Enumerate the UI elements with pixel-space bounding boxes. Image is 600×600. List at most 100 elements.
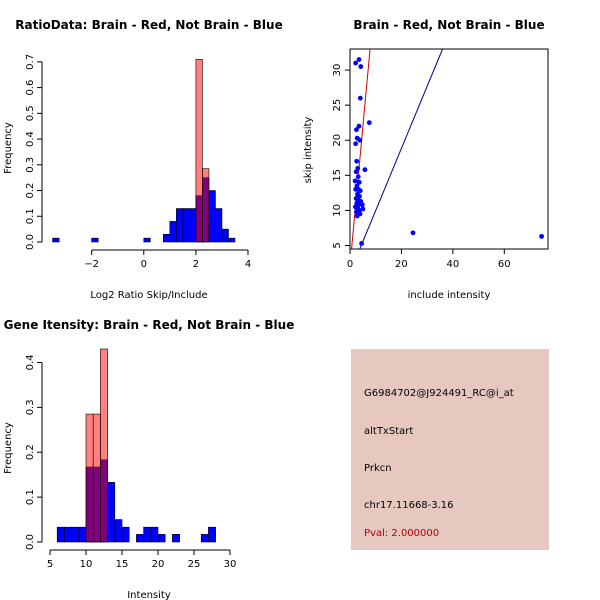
ratio-histogram-ylabel: Frequency <box>3 122 14 174</box>
gene-histogram-xlabel: Intensity <box>127 590 171 600</box>
scatter-fit-line-brain <box>351 49 371 249</box>
gene-histogram-bar-not-brain-13 <box>157 534 166 543</box>
scatter-marks <box>351 49 544 249</box>
gene-histogram-bar-not-brain-8 <box>114 519 123 543</box>
scatter-x-tick-label: 40 <box>446 259 459 270</box>
ratio-histogram-bar-not-brain-3 <box>163 233 171 243</box>
pval-text: Pval: 2.000000 <box>364 528 439 539</box>
scatter-fit-line-not-brain <box>359 49 444 249</box>
scatter-point-35 <box>354 213 360 219</box>
ratio-histogram-x-tick-label: 2 <box>193 259 199 270</box>
gene-histogram-bar-brain-0 <box>85 413 94 543</box>
ratio-histogram-bar-brain-1 <box>202 168 210 243</box>
ratio-histogram-bar-not-brain-0 <box>52 237 60 243</box>
scatter-point-9 <box>353 141 359 147</box>
gene-histogram-ylabel: Frequency <box>3 422 14 474</box>
scatter-x-tick-label: 20 <box>395 259 408 270</box>
scatter-point-4 <box>366 120 372 126</box>
gene-histogram-bar-brain-1 <box>92 413 101 543</box>
ratio-histogram-bar-not-brain-2 <box>143 237 151 243</box>
scatter-y-tick-label: 20 <box>332 134 343 147</box>
scatter-x-tick-label: 60 <box>498 259 511 270</box>
ratio-histogram-bar-not-brain-10 <box>208 190 216 243</box>
gene-name-text: Prkcn <box>364 463 392 474</box>
scatter-ylabel: skip intensity <box>303 117 314 184</box>
ratio-histogram-bar-not-brain-12 <box>221 228 229 243</box>
gene-histogram-bar-not-brain-14 <box>172 534 180 543</box>
scatter-xlabel: include intensity <box>408 290 491 301</box>
ratio-histogram-y-tick-label: 0.4 <box>25 131 36 147</box>
locus-text: chr17.11668-3.16 <box>364 500 454 511</box>
scatter-point-31 <box>360 206 366 212</box>
scatter-point-5 <box>356 123 362 129</box>
gene-histogram-title: Gene Itensity: Brain - Red, Not Brain - … <box>4 318 295 332</box>
gene-histogram-x-tick-label: 30 <box>224 559 237 570</box>
scatter-point-38 <box>539 233 544 239</box>
scatter-y-tick-label: 25 <box>332 99 343 112</box>
ratio-histogram: RatioData: Brain - Red, Not Brain - Blue… <box>3 18 283 301</box>
scatter-point-3 <box>357 95 363 101</box>
ratio-histogram-x-tick-label: −2 <box>84 259 99 270</box>
ratio-histogram-bar-not-brain-6 <box>182 208 190 243</box>
scatter-y-tick-label: 5 <box>332 242 343 248</box>
ratio-histogram-bars <box>52 58 236 243</box>
event-type-text: altTxStart <box>364 426 413 437</box>
gene-histogram-x-tick-label: 10 <box>80 559 93 570</box>
gene-histogram-y-tick-label: 0.4 <box>25 355 36 371</box>
scatter-point-33 <box>354 209 359 215</box>
gene-histogram-bar-not-brain-12 <box>150 526 159 543</box>
gene-histogram-x-tick-label: 25 <box>188 559 201 570</box>
gene-histogram-bar-not-brain-7 <box>107 482 116 543</box>
scatter-point-36 <box>359 240 364 246</box>
gene-histogram-x-tick-label: 20 <box>152 559 165 570</box>
gene-histogram-bar-not-brain-10 <box>136 534 144 543</box>
gene-histogram-x-tick-label: 15 <box>116 559 129 570</box>
ratio-histogram-x-tick-label: 4 <box>245 259 251 270</box>
ratio-histogram-bar-not-brain-7 <box>189 208 197 243</box>
gene-histogram-bar-not-brain-9 <box>121 526 130 543</box>
ratio-histogram-x-tick-label: 0 <box>141 259 147 270</box>
ratio-histogram-title: RatioData: Brain - Red, Not Brain - Blue <box>15 18 282 32</box>
scatter-point-28 <box>359 202 365 208</box>
gene-histogram-bar-not-brain-3 <box>78 526 87 543</box>
ratio-histogram-xlabel: Log2 Ratio Skip/Include <box>90 290 207 301</box>
scatter-point-16 <box>356 179 362 185</box>
ratio-histogram-axes: −2 0 2 4 0.0 0.1 0.2 0.3 0.4 0.5 0.6 0.7 <box>25 54 251 270</box>
ratio-histogram-bar-not-brain-1 <box>91 237 99 243</box>
gene-histogram-y-tick-label: 0.0 <box>25 534 36 550</box>
scatter-point-2 <box>353 60 359 66</box>
ratio-histogram-y-tick-label: 0.1 <box>25 208 36 224</box>
probe-id-text: G6984702@J924491_RC@i_at <box>364 388 514 399</box>
ratio-histogram-bar-not-brain-13 <box>228 237 236 243</box>
gene-histogram-bar-not-brain-15 <box>200 534 209 543</box>
ratio-histogram-y-tick-label: 0.3 <box>25 157 36 173</box>
scatter-point-12 <box>362 167 368 173</box>
gene-histogram-bar-brain-2 <box>100 348 108 543</box>
ratio-histogram-bar-not-brain-4 <box>169 221 177 243</box>
scatter-point-13 <box>353 169 359 175</box>
scatter-title: Brain - Red, Not Brain - Blue <box>353 18 544 32</box>
gene-histogram-y-tick-label: 0.3 <box>25 399 36 415</box>
gene-histogram-bar-not-brain-16 <box>208 526 216 543</box>
scatter-y-tick-label: 30 <box>332 64 343 77</box>
scatter-point-37 <box>410 230 416 236</box>
scatter-point-14 <box>355 174 361 180</box>
scatter-frame <box>349 48 549 250</box>
gene-histogram-bars <box>56 348 216 543</box>
gene-histogram-axes: 5 10 15 20 25 30 0.0 0.1 0.2 0.3 0.4 <box>25 355 236 570</box>
scatter-y-tick-label: 10 <box>332 204 343 217</box>
scatter-point-6 <box>354 127 359 133</box>
info-panel-background <box>351 349 549 550</box>
scatter-y-tick-label: 15 <box>332 169 343 182</box>
gene-histogram-y-tick-label: 0.2 <box>25 444 36 460</box>
gene-histogram-bar-not-brain-2 <box>71 526 80 543</box>
info-panel: G6984702@J924491_RC@i_at altTxStart Prkc… <box>351 349 549 550</box>
ratio-histogram-bar-brain-0 <box>195 58 203 243</box>
gene-histogram-bar-not-brain-0 <box>56 526 65 543</box>
gene-intensity-histogram: Gene Itensity: Brain - Red, Not Brain - … <box>3 318 294 600</box>
scatter-point-10 <box>354 158 360 164</box>
ratio-histogram-y-tick-label: 0.6 <box>25 80 36 96</box>
gene-histogram-x-tick-label: 5 <box>47 559 53 570</box>
scatter-point-8 <box>357 137 363 143</box>
